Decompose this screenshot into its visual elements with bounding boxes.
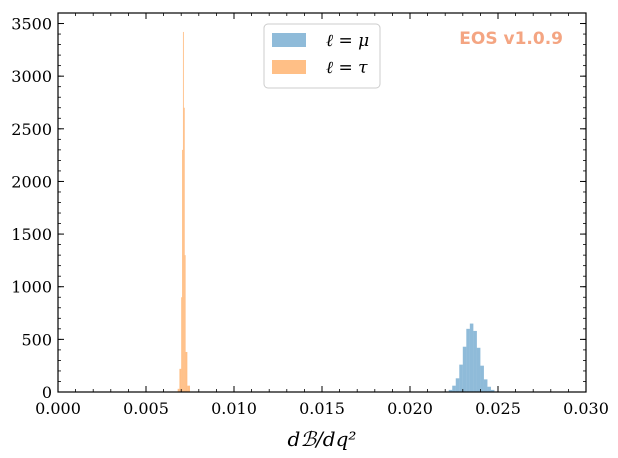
legend: ℓ = μ ℓ = τ: [263, 23, 381, 89]
histogram-bar: [459, 364, 463, 392]
y-tick-label: 3000: [11, 67, 52, 86]
histogram-bar: [473, 330, 477, 392]
x-tick-label: 0.030: [563, 399, 609, 418]
x-tick-label: 0.020: [387, 399, 433, 418]
x-axis-label: dℬ/dq²: [288, 427, 357, 451]
histogram-bar: [177, 388, 180, 392]
histogram-bar: [184, 255, 186, 392]
histogram-bar: [476, 347, 481, 392]
histogram-bar: [466, 328, 470, 392]
histogram-bar: [181, 297, 183, 392]
histogram-bar: [448, 389, 453, 392]
histogram-bar: [480, 365, 484, 392]
y-tick-label: 0: [42, 383, 52, 402]
eos-watermark: EOS v1.0.9: [459, 29, 563, 49]
histogram-bar: [469, 323, 474, 392]
histogram-bars: [177, 31, 498, 392]
histogram-bar: [185, 351, 188, 392]
histogram-bar: [183, 107, 185, 392]
histogram-bar: [182, 31, 184, 392]
y-tick-label: 1500: [11, 225, 52, 244]
y-tick-label: 500: [21, 330, 52, 349]
histogram-bar: [179, 368, 182, 392]
x-tick-label: 0.000: [35, 399, 81, 418]
x-axis-ticks: 0.000 0.005 0.010 0.015 0.020 0.025 0.030: [35, 13, 609, 418]
y-axis-ticks: 0 500 1000 1500 2000 2500 3000 3500: [11, 12, 586, 402]
y-tick-label: 2500: [11, 120, 52, 139]
x-tick-label: 0.015: [299, 399, 345, 418]
y-tick-label: 1000: [11, 278, 52, 297]
histogram-bar: [487, 386, 491, 392]
histogram-bar: [490, 389, 495, 392]
histogram-bar: [452, 385, 456, 392]
y-tick-label: 2000: [11, 172, 52, 191]
legend-label: ℓ = τ: [326, 58, 368, 78]
histogram-bar: [462, 346, 467, 392]
x-tick-label: 0.010: [211, 399, 257, 418]
histogram-bar: [455, 378, 460, 392]
x-tick-label: 0.025: [475, 399, 521, 418]
histogram-bar: [483, 379, 488, 392]
y-tick-label: 3500: [11, 15, 52, 34]
x-tick-label: 0.005: [123, 399, 169, 418]
histogram-bar: [182, 149, 183, 392]
legend-swatch: [272, 33, 306, 47]
legend-swatch: [272, 60, 306, 74]
histogram-bar: [187, 385, 190, 392]
legend-label: ℓ = μ: [326, 31, 369, 51]
